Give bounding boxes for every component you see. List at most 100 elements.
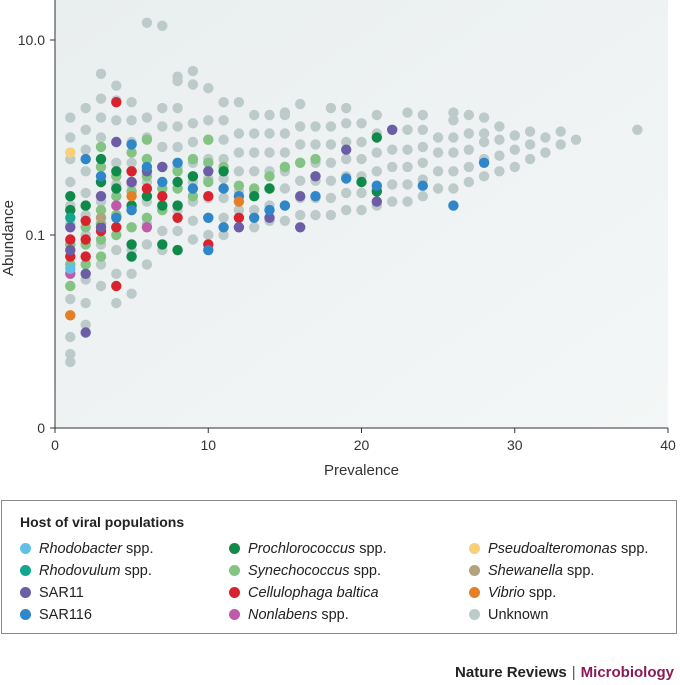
point-sar116 <box>264 204 275 216</box>
point-unknown <box>341 187 352 199</box>
point-unknown <box>249 222 260 233</box>
x-tick-label: 10 <box>200 437 216 453</box>
point-unknown <box>157 121 168 132</box>
point-synechococcus-spp <box>95 161 107 173</box>
point-unknown <box>157 141 168 153</box>
legend-item-cellulophaga-baltica: Cellulophaga baltica <box>229 585 379 601</box>
point-prochlorococcus-spp <box>187 171 199 182</box>
legend-label: Rhodobacter <box>39 541 123 557</box>
point-unknown <box>95 132 107 143</box>
legend-label: Synechococcus <box>248 563 350 579</box>
point-unknown <box>95 68 107 80</box>
point-unknown <box>295 139 306 150</box>
point-sar116 <box>341 173 352 184</box>
point-vibrio-spp <box>65 310 76 321</box>
point-sar116 <box>203 244 214 256</box>
point-sar11 <box>310 171 321 182</box>
legend-item-sar116: SAR116 <box>20 607 92 623</box>
point-sar11 <box>295 191 306 202</box>
point-synechococcus-spp <box>80 259 91 270</box>
point-synechococcus-spp <box>111 229 122 241</box>
point-unknown <box>356 187 367 199</box>
point-unknown <box>325 139 337 150</box>
point-pseudoalteromonas-spp <box>65 147 76 158</box>
point-sar11 <box>203 166 214 177</box>
point-unknown <box>218 153 229 165</box>
point-sar11 <box>65 222 76 233</box>
legend-item-prochlorococcus: Prochlorococcus spp. <box>229 541 387 557</box>
point-synechococcus-spp <box>295 157 306 168</box>
legend-item-pseudoalteromonas: Pseudoalteromonas spp. <box>469 541 648 557</box>
point-cellulophaga-baltica <box>111 222 122 233</box>
point-unknown <box>187 136 199 148</box>
point-sar11 <box>80 268 91 279</box>
point-cellulophaga-baltica <box>157 191 168 202</box>
point-unknown <box>126 97 137 108</box>
point-unknown <box>448 107 459 118</box>
point-sar116 <box>448 200 459 211</box>
point-unknown <box>249 166 260 177</box>
x-axis-label: Prevalence <box>324 462 399 479</box>
point-unknown <box>341 136 352 148</box>
legend-swatch <box>469 543 480 554</box>
journal-section: Microbiology <box>580 664 674 681</box>
point-unknown <box>95 93 107 104</box>
point-prochlorococcus-spp <box>356 176 367 188</box>
point-unknown <box>341 204 352 216</box>
point-unknown <box>187 65 199 77</box>
point-unknown <box>218 229 229 241</box>
legend-swatch <box>229 587 240 598</box>
point-cellulophaga-baltica <box>80 251 91 262</box>
point-unknown <box>264 147 275 158</box>
x-tick-label: 30 <box>507 437 523 453</box>
legend-swatch <box>20 587 31 598</box>
legend-label: Shewanella <box>488 563 563 579</box>
legend-swatch <box>20 609 31 620</box>
point-unknown <box>356 136 367 148</box>
point-unknown <box>325 209 337 221</box>
point-sar116 <box>310 191 321 202</box>
legend-label: Vibrio <box>488 585 525 601</box>
legend-title: Host of viral populations <box>20 514 185 530</box>
point-unknown <box>203 229 214 241</box>
point-prochlorococcus-spp <box>95 153 107 165</box>
point-sar11 <box>295 222 306 233</box>
legend-label-suffix: spp. <box>524 585 557 601</box>
legend-swatch <box>229 565 240 576</box>
x-tick-label: 0 <box>51 437 59 453</box>
point-synechococcus-spp <box>203 176 214 188</box>
point-vibrio-spp <box>126 191 137 202</box>
point-unknown <box>157 225 168 237</box>
point-unknown <box>111 244 122 256</box>
point-sar116 <box>126 204 137 216</box>
point-unknown <box>341 118 352 129</box>
legend: Host of viral populations Rhodobacter sp… <box>1 500 677 634</box>
point-unknown <box>233 128 245 139</box>
point-sar116 <box>80 153 91 165</box>
journal-footer: Nature Reviews | Microbiology <box>455 664 674 681</box>
point-cellulophaga-baltica <box>233 212 245 223</box>
point-unknown <box>570 134 582 145</box>
footer-separator: | <box>571 664 576 681</box>
point-sar116 <box>218 183 229 194</box>
point-rhodobacter-spp <box>65 263 76 274</box>
legend-label: Unknown <box>488 607 549 623</box>
legend-swatch <box>469 565 480 576</box>
point-unknown <box>540 132 551 143</box>
point-unknown <box>249 128 260 139</box>
point-unknown <box>463 176 474 188</box>
point-unknown <box>478 136 490 148</box>
point-unknown <box>310 139 321 150</box>
point-sar11 <box>157 161 168 173</box>
legend-label-suffix: spp. <box>355 541 387 557</box>
legend-item-shewanella: Shewanella spp. <box>469 563 594 579</box>
point-unknown <box>65 348 76 360</box>
point-unknown <box>80 166 91 177</box>
point-unknown <box>111 115 122 126</box>
point-prochlorococcus-spp <box>126 239 137 250</box>
point-unknown <box>172 102 183 114</box>
point-synechococcus-spp <box>203 157 214 168</box>
point-unknown <box>126 288 137 299</box>
point-rhodovulum-spp <box>65 212 76 223</box>
point-prochlorococcus-spp <box>249 191 260 202</box>
